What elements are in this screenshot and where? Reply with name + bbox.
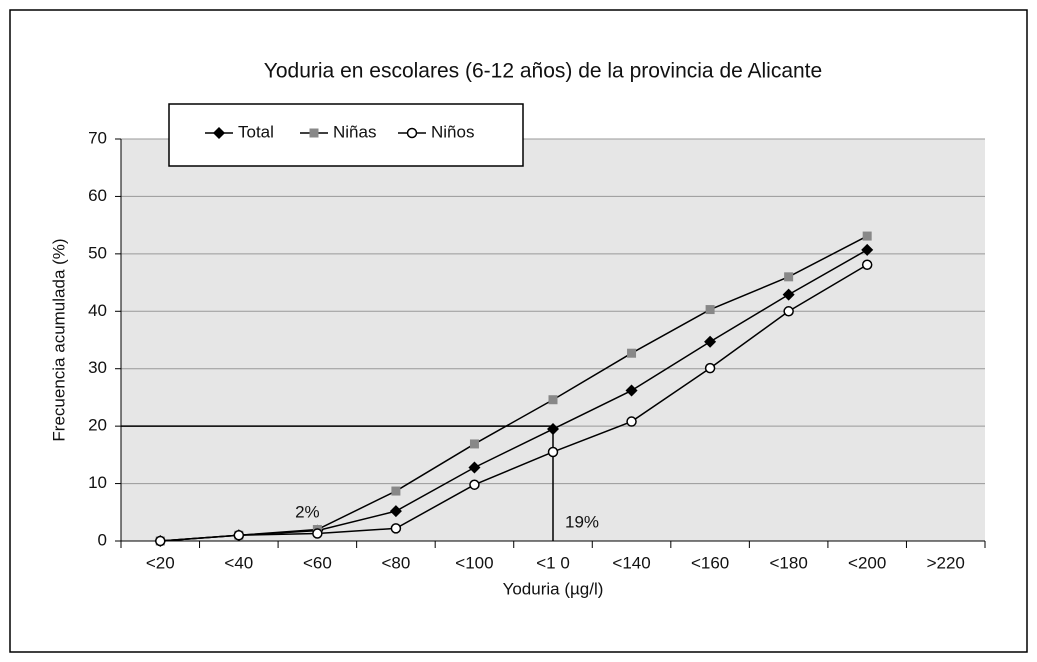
marker (627, 348, 637, 358)
y-axis-label: Frecuencia acumulada (%) (49, 238, 68, 441)
marker (626, 416, 637, 427)
y-tick-label: 50 (88, 243, 107, 262)
marker (548, 395, 558, 405)
x-tick-label: <40 (224, 553, 253, 572)
marker (625, 384, 638, 397)
marker (389, 505, 402, 518)
legend: Total Niñas Niños (168, 103, 524, 167)
marker (547, 423, 559, 436)
legend-box (168, 103, 524, 167)
x-tick-label: <1 0 (536, 553, 570, 572)
y-tick-label: 0 (98, 530, 107, 549)
marker (312, 528, 323, 539)
x-tick-label: <160 (691, 553, 729, 572)
y-tick-label: 40 (88, 301, 107, 320)
marker (547, 446, 559, 458)
marker (782, 288, 795, 301)
marker (469, 439, 479, 449)
chart-title: Yoduria en escolares (6-12 años) de la p… (264, 60, 822, 83)
y-tick-label: 70 (88, 128, 107, 147)
x-tick-label: <180 (769, 553, 807, 572)
y-tick-label: 30 (88, 358, 107, 377)
x-tick-label: >220 (927, 553, 965, 572)
marker (862, 231, 872, 241)
marker (704, 362, 716, 374)
marker (155, 535, 166, 547)
marker (468, 461, 481, 474)
x-tick-label: <20 (146, 553, 175, 572)
x-axis-label: Yoduria (µg/l) (503, 579, 604, 598)
legend-label: Total (238, 122, 274, 141)
marker (861, 243, 874, 256)
y-tick-label: 20 (88, 416, 107, 435)
y-tick-label: 60 (88, 186, 107, 205)
legend-label: Niñas (333, 122, 376, 141)
legend-label: Niños (431, 122, 474, 141)
annotation: 2% (295, 502, 320, 521)
marker (704, 335, 717, 348)
annotation: 19% (565, 512, 599, 531)
series-line (160, 264, 868, 542)
marker (391, 486, 401, 496)
marker (705, 305, 715, 315)
y-tick-label: 10 (88, 473, 107, 492)
marker (406, 127, 418, 139)
marker (233, 530, 245, 541)
marker (861, 259, 873, 271)
marker (309, 128, 319, 138)
marker (469, 479, 480, 490)
x-tick-label: <100 (455, 553, 493, 572)
marker (390, 523, 402, 534)
marker (783, 306, 794, 317)
series-line (160, 235, 868, 542)
x-tick-label: <140 (612, 553, 650, 572)
marker (213, 127, 225, 139)
x-tick-label: <80 (381, 553, 410, 572)
marker (784, 272, 794, 282)
x-tick-label: <200 (848, 553, 886, 572)
x-tick-label: <60 (303, 553, 332, 572)
